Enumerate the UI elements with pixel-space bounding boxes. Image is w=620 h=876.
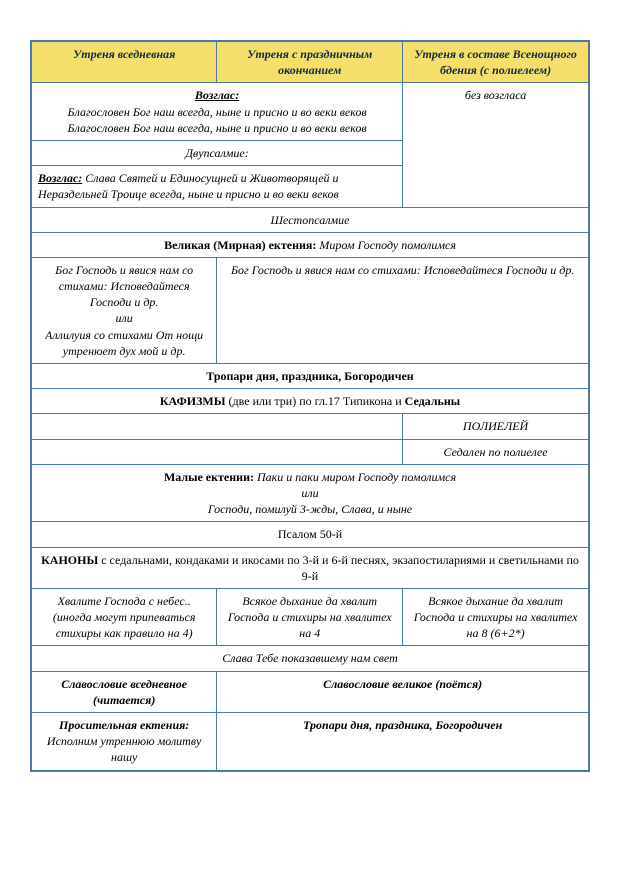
header-col-2: Утреня с праздничным окончанием (217, 41, 403, 83)
label-sedalny: Седальны (405, 394, 461, 408)
row-sedalen: Седален по полиелее (31, 439, 589, 464)
row-great-ektenia: Великая (Мирная) ектения: Миром Господу … (31, 232, 589, 257)
text-vozglas-1: Благословен Бог наш всегда, ныне и присн… (67, 105, 366, 119)
cell-polielei-empty (31, 414, 403, 439)
text-small-ektenia-3: Господи, помилуй 3-жды, Слава, и ныне (208, 502, 412, 516)
cell-bog-gospod-left: Бог Господь и явися нам со стихами: Испо… (31, 257, 217, 363)
label-vozglas-2: Возглас: (38, 171, 82, 185)
text-small-ektenia-2: или (301, 486, 318, 500)
cell-kafizmy: КАФИЗМЫ (две или три) по гл.17 Типикона … (31, 389, 589, 414)
cell-hvalite-2: Всякое дыхание да хвалит Господа и стихи… (217, 588, 403, 646)
row-polielei: ПОЛИЕЛЕЙ (31, 414, 589, 439)
header-col-1: Утреня вседневная (31, 41, 217, 83)
cell-sedalen-empty (31, 439, 403, 464)
row-small-ektenia: Малые ектении: Паки и паки миром Господу… (31, 464, 589, 522)
row-tropari: Тропари дня, праздника, Богородичен (31, 364, 589, 389)
label-great-ektenia: Великая (Мирная) ектения: (164, 238, 316, 252)
liturgy-table: Утреня вседневная Утреня с праздничным о… (30, 40, 590, 772)
row-shestopsalmie: Шестопсалмие (31, 207, 589, 232)
header-row: Утреня вседневная Утреня с праздничным о… (31, 41, 589, 83)
cell-hvalite-3: Всякое дыхание да хвалит Господа и стихи… (403, 588, 589, 646)
row-psalm50: Псалом 50-й (31, 522, 589, 547)
label-kafizmy: КАФИЗМЫ (160, 394, 226, 408)
text-kanony: с седальнами, кондаками и икосами по 3-й… (101, 553, 579, 583)
cell-psalm50: Псалом 50-й (31, 522, 589, 547)
row-slavoslovie: Славословие вседневное (читается) Славос… (31, 671, 589, 712)
header-col-3: Утреня в составе Всенощного бдения (с по… (403, 41, 589, 83)
cell-kanony: КАНОНЫ с седальнами, кондаками и икосами… (31, 547, 589, 588)
cell-vozglas-2: Возглас: Слава Святей и Единосущней и Жи… (31, 166, 403, 207)
text-great-ektenia: Миром Господу помолимся (319, 238, 456, 252)
cell-polielei: ПОЛИЕЛЕЙ (403, 414, 589, 439)
label-prositelnaya: Просительная ектения: (59, 718, 189, 732)
cell-slavoslovie-right: Славословие великое (поётся) (217, 671, 589, 712)
text-vozglas-2: Благословен Бог наш всегда, ныне и присн… (67, 121, 366, 135)
cell-prositelnaya-right: Тропари дня, праздника, Богородичен (217, 713, 589, 771)
cell-slavoslovie-left: Славословие вседневное (читается) (31, 671, 217, 712)
label-kanony: КАНОНЫ (41, 553, 98, 567)
row-hvalite: Хвалите Господа с небес.. (иногда могут … (31, 588, 589, 646)
cell-vozglas-left: Возглас: Благословен Бог наш всегда, нын… (31, 83, 403, 141)
cell-slava-tebe: Слава Тебе показавшему нам свет (31, 646, 589, 671)
cell-great-ektenia: Великая (Мирная) ектения: Миром Господу … (31, 232, 589, 257)
text-vozglas-2b: Слава Святей и Единосущней и Животворяще… (38, 171, 339, 201)
text-prositelnaya: Исполним утреннюю молитву нашу (47, 734, 201, 764)
cell-no-vozglas: без возгласа (403, 83, 589, 207)
label-vozglas: Возглас: (195, 88, 239, 102)
cell-sedalen: Седален по полиелее (403, 439, 589, 464)
cell-dvupsalmie: Двупсалмие: (31, 140, 403, 165)
cell-small-ektenia: Малые ектении: Паки и паки миром Господу… (31, 464, 589, 522)
cell-hvalite-1: Хвалите Господа с небес.. (иногда могут … (31, 588, 217, 646)
text-small-ektenia-1: Паки и паки миром Господу помолимся (257, 470, 456, 484)
cell-bog-gospod-right: Бог Господь и явися нам со стихами: Испо… (217, 257, 589, 363)
cell-tropari: Тропари дня, праздника, Богородичен (31, 364, 589, 389)
row-bog-gospod: Бог Господь и явися нам со стихами: Испо… (31, 257, 589, 363)
row-kafizmy: КАФИЗМЫ (две или три) по гл.17 Типикона … (31, 389, 589, 414)
text-kafizmy: (две или три) по гл.17 Типикона и (229, 394, 402, 408)
row-vozglas-1: Возглас: Благословен Бог наш всегда, нын… (31, 83, 589, 141)
cell-shestopsalmie: Шестопсалмие (31, 207, 589, 232)
row-prositelnaya: Просительная ектения: Исполним утреннюю … (31, 713, 589, 771)
row-slava-tebe: Слава Тебе показавшему нам свет (31, 646, 589, 671)
cell-prositelnaya-left: Просительная ектения: Исполним утреннюю … (31, 713, 217, 771)
row-kanony: КАНОНЫ с седальнами, кондаками и икосами… (31, 547, 589, 588)
label-small-ektenia: Малые ектении: (164, 470, 254, 484)
